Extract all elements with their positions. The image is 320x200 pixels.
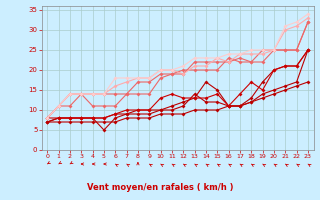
Text: Vent moyen/en rafales ( km/h ): Vent moyen/en rafales ( km/h ) — [87, 183, 233, 192]
